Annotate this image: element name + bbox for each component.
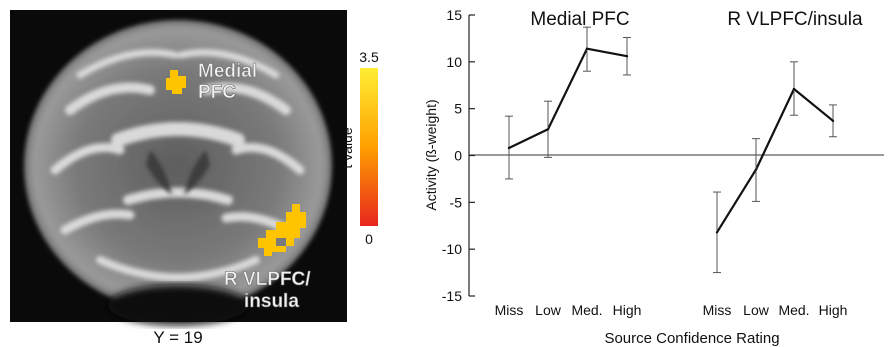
y-ticks: 15 10 5 0 -5 -10 -15 [442, 7, 475, 304]
data-point [507, 146, 511, 150]
y-tick-label: 0 [454, 148, 462, 164]
slice-label: Y = 19 [153, 328, 202, 347]
x-ticks: Miss Low Med. High Miss Low Med. High [495, 302, 848, 318]
data-point [792, 87, 796, 91]
x-tick-label: Med. [778, 302, 809, 318]
colorbar-min-label: 0 [365, 231, 373, 247]
x-tick-label: Med. [571, 302, 602, 318]
data-point [625, 55, 629, 58]
x-tick-label: Miss [495, 302, 524, 318]
data-point [585, 47, 589, 50]
colorbar-title: t value [339, 127, 355, 168]
data-point [546, 128, 550, 131]
brain-panel: Medial PFC R VLPFC/ insula Y = 19 [10, 10, 347, 347]
y-tick-label: 5 [454, 101, 462, 117]
activation-vlpfc-insula [258, 204, 306, 256]
brain-slice-image [24, 20, 332, 325]
colorbar: 3.5 0 t value [339, 49, 379, 247]
y-axis-label: Activity (ß-weight) [423, 99, 439, 210]
colorbar-gradient [360, 68, 378, 226]
x-tick-label: High [819, 302, 848, 318]
data-point [715, 231, 719, 234]
x-tick-label: High [613, 302, 642, 318]
y-tick-label: -15 [442, 288, 462, 304]
label-medial-pfc-line2: PFC [198, 82, 236, 103]
y-tick-label: 10 [446, 54, 462, 70]
label-vlpfc-line2: insula [244, 291, 299, 312]
series-line [508, 47, 628, 149]
series-line [716, 87, 834, 233]
y-tick-label: -10 [442, 241, 462, 257]
x-tick-label: Miss [703, 302, 732, 318]
series-layer [505, 26, 837, 274]
label-medial-pfc-line1: Medial [198, 61, 257, 82]
x-tick-label: Low [743, 302, 770, 318]
x-tick-label: Low [535, 302, 562, 318]
y-tick-label: 15 [446, 7, 462, 23]
y-tick-label: -5 [450, 194, 463, 210]
colorbar-max-label: 3.5 [359, 49, 379, 65]
line-chart: Activity (ß-weight) 15 10 5 0 -5 -10 -15 Miss L… [423, 7, 884, 347]
data-point [831, 119, 835, 123]
x-axis-label: Source Confidence Rating [604, 330, 779, 347]
series-title-medial-pfc: Medial PFC [530, 9, 629, 30]
label-vlpfc-line1: R VLPFC/ [224, 269, 311, 290]
data-point [754, 168, 758, 171]
series-title-vlpfc-insula: R VLPFC/insula [727, 9, 863, 30]
activation-medial-pfc [166, 70, 186, 94]
